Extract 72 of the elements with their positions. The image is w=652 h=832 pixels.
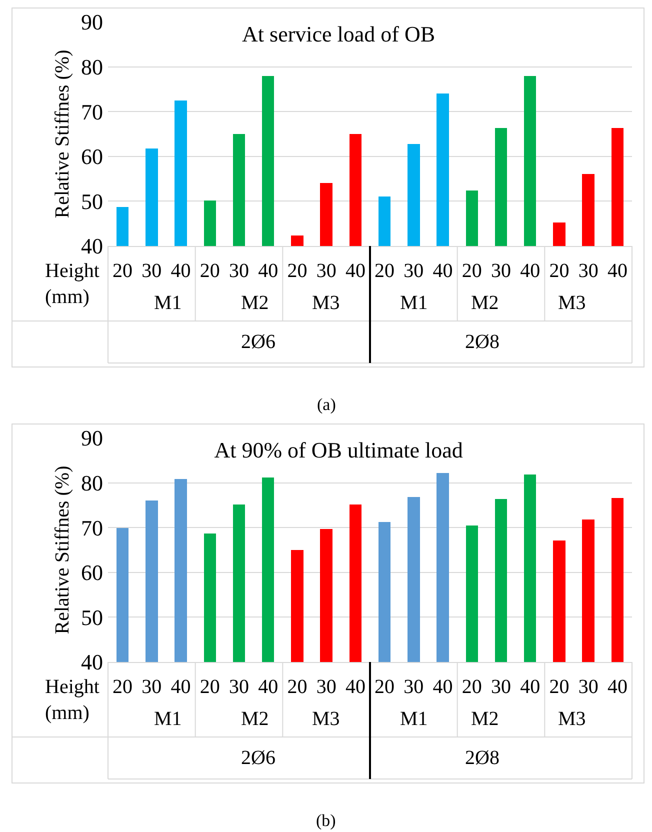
x-tick-label: 30 bbox=[491, 260, 511, 282]
x-tick-label: 20 bbox=[549, 260, 570, 282]
text: (a) bbox=[317, 395, 336, 414]
text: M1 bbox=[154, 708, 182, 730]
x-tick-label: 20 bbox=[374, 260, 395, 282]
chart-title: At 90% of OB ultimate load bbox=[214, 437, 463, 462]
x-tick-label: 20 bbox=[200, 260, 220, 282]
x-tick-label: 40 bbox=[170, 260, 191, 282]
x-tick-label: 40 bbox=[432, 260, 453, 282]
x-tick-label: 30 bbox=[316, 260, 336, 282]
y-axis-title: Relative Stiffnes (%) bbox=[52, 50, 74, 218]
x-tick-label: 40 bbox=[520, 260, 540, 282]
y-tick-label: 40 bbox=[81, 650, 103, 675]
text: 2Ø6 bbox=[241, 331, 276, 353]
x-tick-label: 20 bbox=[549, 676, 570, 698]
text: M2 bbox=[241, 708, 269, 730]
y-tick-label: 50 bbox=[81, 188, 103, 214]
x-tick-label: 40 bbox=[258, 260, 278, 282]
chart-title: At service load of OB bbox=[242, 21, 436, 46]
text: M1 bbox=[400, 292, 428, 314]
y-tick-label: 50 bbox=[81, 604, 103, 630]
x-tick-label: 40 bbox=[345, 676, 366, 698]
x-tick-label: 30 bbox=[491, 676, 511, 698]
x-tick-label: 40 bbox=[520, 676, 540, 698]
x-tick-label: 20 bbox=[374, 676, 395, 698]
y-tick-label: 60 bbox=[81, 144, 103, 170]
y-tick-label: 70 bbox=[81, 99, 103, 124]
x-tick-label: 40 bbox=[432, 676, 453, 698]
x-tick-label: 30 bbox=[316, 676, 336, 698]
x-tick-label: 30 bbox=[404, 260, 424, 282]
x-tick-label: 40 bbox=[607, 260, 628, 282]
text: 2Ø8 bbox=[465, 747, 500, 769]
x-tick-label: 20 bbox=[462, 676, 482, 698]
x-tick-label: 30 bbox=[578, 260, 598, 282]
y-tick-label: 90 bbox=[81, 426, 103, 451]
text: M3 bbox=[558, 708, 586, 730]
text: M3 bbox=[312, 292, 340, 314]
text: Height (mm) bbox=[45, 676, 100, 724]
text: M2 bbox=[471, 708, 499, 730]
x-tick-label: 20 bbox=[112, 676, 133, 698]
y-tick-label: 80 bbox=[81, 470, 103, 496]
x-tick-label: 30 bbox=[142, 676, 162, 698]
x-tick-label: 40 bbox=[170, 676, 191, 698]
text: M3 bbox=[312, 708, 340, 730]
x-tick-label: 20 bbox=[287, 676, 308, 698]
x-tick-label: 20 bbox=[112, 260, 133, 282]
x-tick-label: 20 bbox=[287, 260, 308, 282]
x-tick-label: 30 bbox=[578, 676, 598, 698]
y-tick-label: 90 bbox=[81, 10, 103, 35]
text: M1 bbox=[154, 292, 182, 314]
y-tick-label: 70 bbox=[81, 515, 103, 540]
text: M3 bbox=[558, 292, 586, 314]
x-tick-label: 30 bbox=[229, 676, 249, 698]
text: 2Ø6 bbox=[241, 747, 276, 769]
y-tick-label: 80 bbox=[81, 54, 103, 80]
x-tick-label: 30 bbox=[404, 676, 424, 698]
text: Height (mm) bbox=[45, 260, 100, 308]
text: (b) bbox=[316, 811, 336, 830]
text: 2Ø8 bbox=[465, 331, 500, 353]
x-tick-label: 40 bbox=[607, 676, 628, 698]
x-tick-label: 20 bbox=[200, 676, 220, 698]
x-tick-label: 40 bbox=[258, 676, 278, 698]
x-tick-label: 30 bbox=[142, 260, 162, 282]
y-axis-title: Relative Stiffnes (%) bbox=[52, 466, 74, 634]
x-tick-label: 20 bbox=[462, 260, 482, 282]
text: M2 bbox=[241, 292, 269, 314]
text: M1 bbox=[400, 708, 428, 730]
y-tick-label: 40 bbox=[81, 234, 103, 259]
x-tick-label: 30 bbox=[229, 260, 249, 282]
x-tick-label: 40 bbox=[345, 260, 366, 282]
y-tick-label: 60 bbox=[81, 560, 103, 586]
text: M2 bbox=[471, 292, 499, 314]
